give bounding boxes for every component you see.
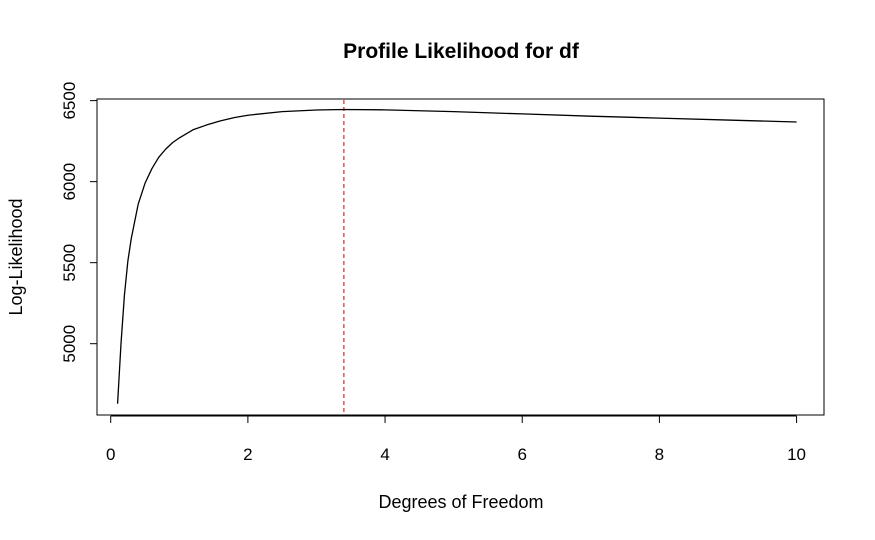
x-tick-label: 2 bbox=[243, 445, 252, 464]
chart-title: Profile Likelihood for df bbox=[343, 40, 580, 63]
y-tick-label: 5000 bbox=[60, 325, 79, 363]
x-axis-label: Degrees of Freedom bbox=[378, 492, 543, 512]
series-layer bbox=[116, 108, 797, 404]
y-tick-label: 6500 bbox=[60, 82, 79, 120]
x-tick-label: 4 bbox=[380, 445, 389, 464]
plot-area-frame bbox=[96, 98, 825, 416]
y-tick-label: 6000 bbox=[60, 163, 79, 201]
y-axis-label: Log-Likelihood bbox=[6, 198, 26, 315]
x-tick-label: 8 bbox=[655, 445, 664, 464]
x-tick-label: 6 bbox=[517, 445, 526, 464]
x-tick-label: 10 bbox=[787, 445, 806, 464]
series-line bbox=[116, 108, 797, 404]
x-axis: 0 2 4 6 8 10 bbox=[106, 415, 806, 464]
y-axis: 5000 5500 6000 6500 bbox=[60, 82, 98, 363]
x-tick-label: 0 bbox=[106, 445, 115, 464]
y-tick-label: 5500 bbox=[60, 244, 79, 282]
